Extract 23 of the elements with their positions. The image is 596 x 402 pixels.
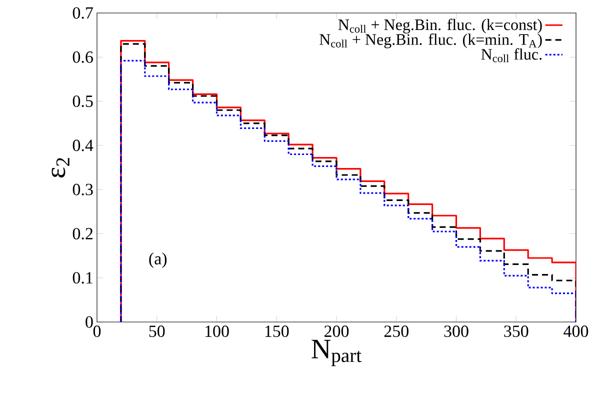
legend-label: N$_{coll}$ + Neg.Bin. fluc. (k=const) [338,18,542,34]
x-tick-label: 0 [93,326,101,338]
x-tick-label: 250 [384,326,408,338]
x-tick-label: 300 [444,326,468,338]
y-tick-label: 0.1 [72,272,92,284]
legend-label: N$_{coll}$ + Neg.Bin. fluc. (k=min. T$_{A}$) [320,34,542,48]
y-tick-label: 0.6 [72,51,93,63]
x-tick-label: 50 [149,326,165,338]
y-axis-title: ε$_{2}$ [52,158,70,178]
annotation: (a) [149,252,167,268]
y-tick-label: 0.3 [72,184,93,196]
x-tick-label: 350 [504,326,528,338]
x-tick-label: 100 [205,326,229,338]
y-tick-label: 0.7 [72,7,93,19]
y-tick-label: 0.5 [72,96,93,108]
x-tick-label: 400 [564,326,588,338]
x-tick-label: 200 [324,326,349,338]
x-axis-title: N$_{part}$ [312,340,362,366]
y-tick-label: 0.4 [72,140,94,152]
x-tick-label: 150 [265,326,289,338]
legend-label: N$_{coll}$ fluc. [481,48,542,62]
y-tick-label: 0 [86,316,93,328]
y-tick-label: 0.2 [72,228,93,240]
